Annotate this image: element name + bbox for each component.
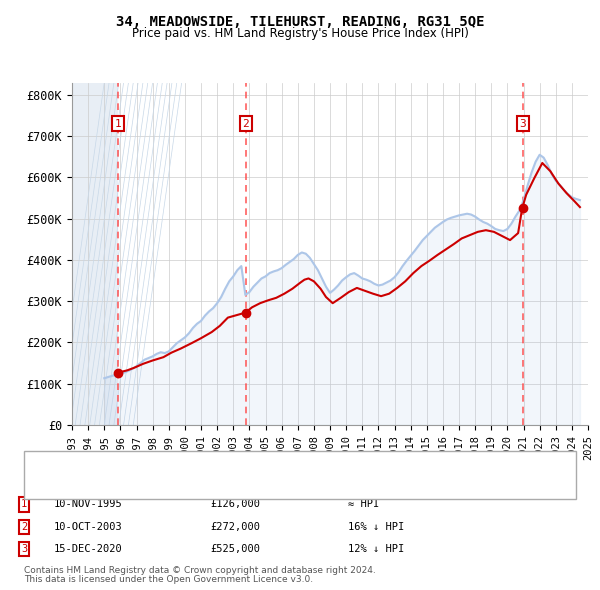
Text: This data is licensed under the Open Government Licence v3.0.: This data is licensed under the Open Gov… (24, 575, 313, 584)
Text: 2: 2 (21, 522, 27, 532)
Text: 34, MEADOWSIDE, TILEHURST, READING, RG31 5QE: 34, MEADOWSIDE, TILEHURST, READING, RG31… (116, 15, 484, 29)
Text: 1: 1 (115, 119, 121, 129)
Text: Price paid vs. HM Land Registry's House Price Index (HPI): Price paid vs. HM Land Registry's House … (131, 27, 469, 40)
Text: 10-NOV-1995: 10-NOV-1995 (54, 500, 123, 509)
Text: 34, MEADOWSIDE, TILEHURST, READING, RG31 5QE (detached house): 34, MEADOWSIDE, TILEHURST, READING, RG31… (60, 461, 441, 470)
Text: 2: 2 (242, 119, 249, 129)
Bar (72, 83, 117, 425)
Text: £525,000: £525,000 (210, 545, 260, 554)
Text: 15-DEC-2020: 15-DEC-2020 (54, 545, 123, 554)
Text: 10-OCT-2003: 10-OCT-2003 (54, 522, 123, 532)
Text: Contains HM Land Registry data © Crown copyright and database right 2024.: Contains HM Land Registry data © Crown c… (24, 566, 376, 575)
Text: 1: 1 (21, 500, 27, 509)
Text: ≈ HPI: ≈ HPI (348, 500, 379, 509)
Text: HPI: Average price, detached house, West Berkshire: HPI: Average price, detached house, West… (60, 482, 373, 491)
Text: £272,000: £272,000 (210, 522, 260, 532)
Text: 3: 3 (520, 119, 526, 129)
Text: 3: 3 (21, 545, 27, 554)
Text: 12% ↓ HPI: 12% ↓ HPI (348, 545, 404, 554)
Text: 16% ↓ HPI: 16% ↓ HPI (348, 522, 404, 532)
Text: £126,000: £126,000 (210, 500, 260, 509)
